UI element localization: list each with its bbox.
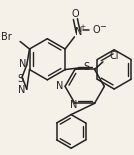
Text: −: − — [99, 22, 106, 31]
Text: S: S — [84, 62, 90, 72]
Text: O: O — [92, 25, 100, 35]
Text: N: N — [18, 85, 26, 95]
Text: Cl: Cl — [109, 51, 119, 61]
Text: S: S — [17, 74, 23, 84]
Text: N: N — [19, 59, 27, 69]
Text: +: + — [79, 24, 85, 31]
Text: N: N — [75, 27, 82, 37]
Text: Br: Br — [1, 32, 12, 42]
Text: O: O — [72, 9, 79, 19]
Text: N: N — [56, 81, 63, 91]
Text: N: N — [70, 100, 78, 110]
